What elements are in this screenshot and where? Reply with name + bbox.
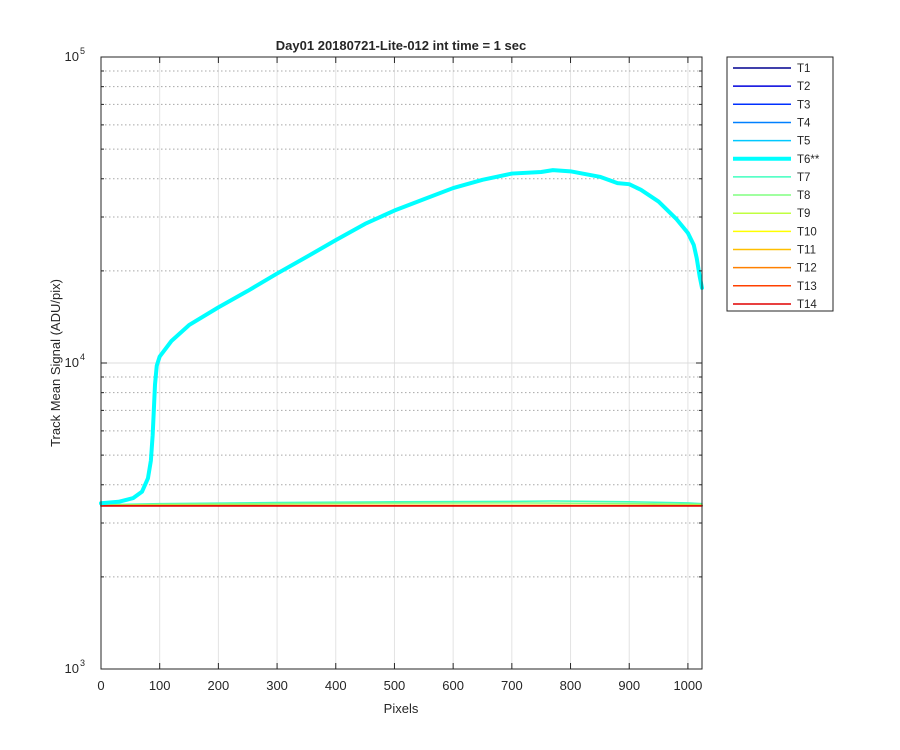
legend-label: T14 bbox=[797, 299, 817, 311]
series-lines bbox=[99, 168, 704, 507]
x-tick-label: 1000 bbox=[673, 678, 702, 693]
x-axis-label: Pixels bbox=[384, 701, 419, 716]
legend-label: T7 bbox=[797, 172, 810, 184]
y-axis-label: Track Mean Signal (ADU/pix) bbox=[48, 279, 63, 447]
legend-label: T10 bbox=[797, 226, 817, 238]
legend-label: T6** bbox=[797, 154, 820, 166]
x-tick-label: 0 bbox=[97, 678, 104, 693]
y-tick-label: 10 bbox=[65, 49, 79, 64]
series-line-7 bbox=[100, 500, 703, 506]
legend: T1 T2 T3 T4 T5 T6** T7 T8 T9 T10 T11 T12 T13 T14 bbox=[726, 56, 834, 312]
x-tick-label: 200 bbox=[208, 678, 230, 693]
y-tick-exponent: 3 bbox=[80, 658, 85, 668]
x-tick-label: 900 bbox=[618, 678, 640, 693]
y-tick-exponent: 5 bbox=[80, 46, 85, 56]
legend-label: T12 bbox=[797, 263, 817, 275]
legend-label: T3 bbox=[797, 99, 810, 111]
y-tick-label: 10 bbox=[65, 661, 79, 676]
legend-label: T9 bbox=[797, 208, 810, 220]
x-tick-label: 800 bbox=[560, 678, 582, 693]
legend-label: T5 bbox=[797, 136, 810, 148]
legend-label: T8 bbox=[797, 190, 810, 202]
series-line-8 bbox=[100, 502, 703, 506]
legend-label: T13 bbox=[797, 281, 817, 293]
y-tick-exponent: 4 bbox=[80, 352, 85, 362]
x-tick-label: 300 bbox=[266, 678, 288, 693]
series-line-6 bbox=[99, 168, 704, 506]
x-tick-label: 500 bbox=[384, 678, 406, 693]
legend-box bbox=[726, 56, 834, 312]
chart-title: Day01 20180721-Lite-012 int time = 1 sec bbox=[276, 38, 526, 53]
legend-label: T11 bbox=[797, 245, 816, 257]
grid-lines bbox=[101, 57, 702, 669]
legend-label: T4 bbox=[797, 117, 811, 129]
x-tick-label: 700 bbox=[501, 678, 523, 693]
legend-label: T2 bbox=[797, 81, 810, 93]
y-tick-label: 10 bbox=[65, 355, 79, 370]
x-tick-label: 400 bbox=[325, 678, 347, 693]
x-tick-label: 600 bbox=[442, 678, 464, 693]
legend-label: T1 bbox=[797, 63, 810, 75]
x-tick-label: 100 bbox=[149, 678, 171, 693]
